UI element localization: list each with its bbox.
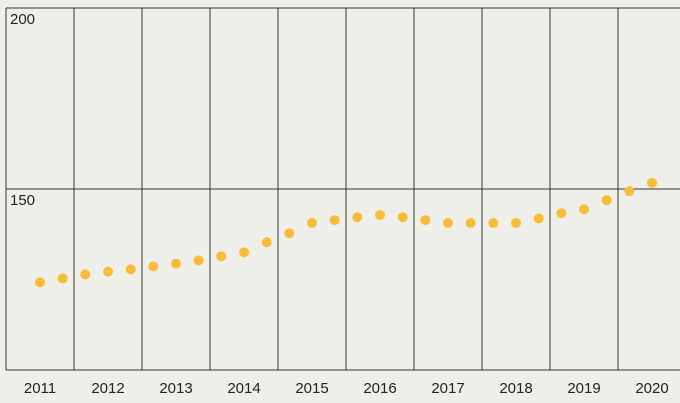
x-tick-label: 2011 xyxy=(24,380,56,397)
dot xyxy=(397,212,408,223)
dot xyxy=(35,277,45,288)
dot xyxy=(533,213,544,224)
dot xyxy=(193,255,204,266)
dot xyxy=(171,258,181,269)
dot xyxy=(148,261,159,272)
x-tick-label: 2017 xyxy=(431,380,464,397)
dot xyxy=(307,218,317,229)
dot xyxy=(624,186,635,197)
dot xyxy=(239,247,249,258)
dot xyxy=(488,218,499,229)
dot xyxy=(103,266,113,277)
dot xyxy=(465,218,476,229)
x-tick-label: 2020 xyxy=(635,380,668,397)
y-tick-label: 150 xyxy=(10,192,35,209)
dot xyxy=(261,237,272,248)
dot xyxy=(80,269,91,280)
dot xyxy=(443,218,453,229)
x-tick-label: 2014 xyxy=(227,380,260,397)
dot xyxy=(352,212,363,223)
dot xyxy=(284,228,295,239)
x-tick-label: 2018 xyxy=(499,380,532,397)
dot xyxy=(216,251,227,262)
dot xyxy=(375,210,385,221)
dot xyxy=(511,218,521,229)
dot xyxy=(329,215,340,226)
dot xyxy=(579,204,589,215)
x-tick-label: 2016 xyxy=(363,380,396,397)
x-tick-label: 2012 xyxy=(91,380,124,397)
dot xyxy=(601,195,612,206)
dot xyxy=(647,177,657,188)
x-tick-label: 2013 xyxy=(159,380,192,397)
dot xyxy=(556,208,567,219)
x-tick-label: 2019 xyxy=(567,380,600,397)
dot xyxy=(125,264,136,275)
x-tick-label: 2015 xyxy=(295,380,328,397)
dot xyxy=(57,273,68,284)
y-tick-label: 200 xyxy=(10,11,35,28)
dot xyxy=(420,215,431,226)
